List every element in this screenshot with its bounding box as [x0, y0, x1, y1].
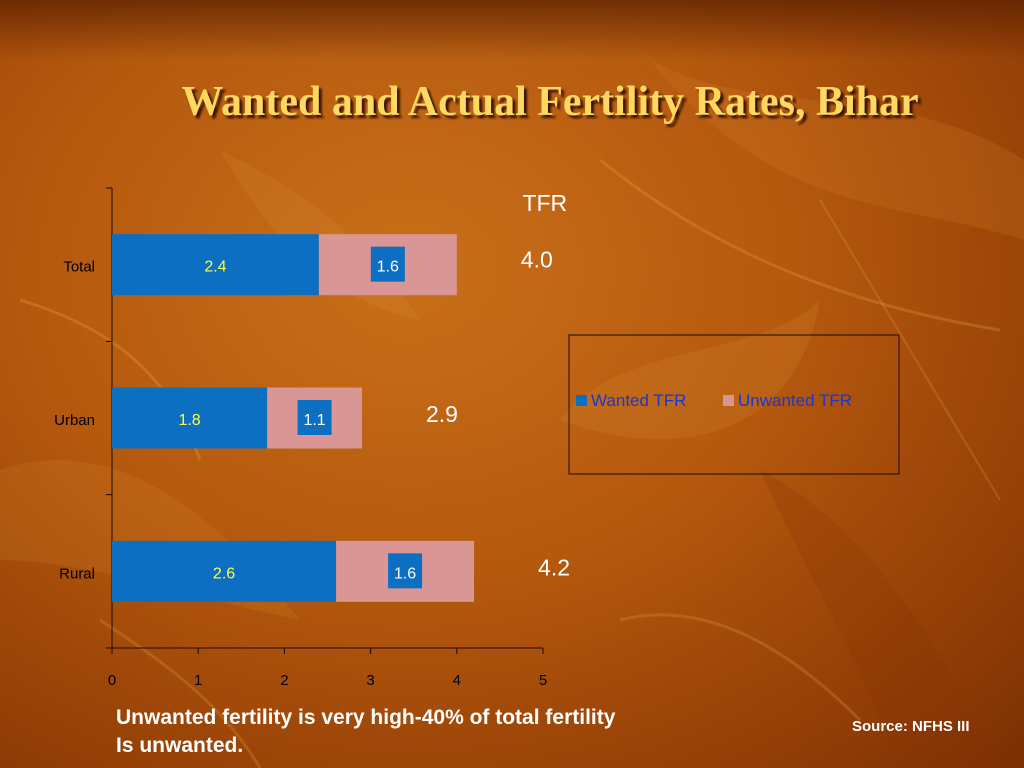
- category-label-rural: Rural: [59, 565, 95, 582]
- legend-swatch-unwanted-tfr: [723, 395, 734, 406]
- footnote: Unwanted fertility is very high-40% of t…: [116, 704, 756, 760]
- legend-swatch-wanted-tfr: [576, 395, 587, 406]
- x-tick-label: 4: [453, 672, 461, 689]
- legend-label-unwanted-tfr: Unwanted TFR: [738, 391, 852, 410]
- bar-wanted-tfr-total: [112, 234, 319, 296]
- bar-wanted-tfr-urban: [112, 387, 268, 449]
- source-note: Source: NFHS III: [852, 718, 970, 735]
- data-label-wanted-tfr-rural: 2.6: [213, 565, 235, 582]
- total-annotation-total: 4.0: [521, 247, 553, 273]
- legend-label-wanted-tfr: Wanted TFR: [591, 391, 686, 410]
- category-label-total: Total: [63, 259, 95, 276]
- slide-title: Wanted and Actual Fertility Rates, Bihar: [181, 79, 919, 125]
- data-label-unwanted-tfr-total: 1.6: [377, 259, 399, 276]
- data-label-box: [297, 400, 332, 435]
- category-label-urban: Urban: [54, 412, 95, 429]
- totals-header: TFR: [522, 190, 567, 216]
- data-label-wanted-tfr-total: 2.4: [204, 259, 226, 276]
- data-label-box: [370, 246, 405, 282]
- data-label-box: [388, 553, 423, 589]
- x-tick-label: 3: [366, 672, 374, 689]
- legend-box: [568, 334, 900, 475]
- footnote-line-1: Unwanted fertility is very high-40% of t…: [116, 706, 616, 729]
- footnote-line-2: Is unwanted.: [116, 734, 244, 757]
- data-label-unwanted-tfr-rural: 1.6: [394, 565, 416, 582]
- x-tick-label: 1: [194, 672, 202, 689]
- data-label-wanted-tfr-urban: 1.8: [178, 412, 200, 429]
- total-annotation-rural: 4.2: [538, 554, 570, 580]
- x-tick-label: 2: [280, 672, 288, 689]
- x-tick-label: 5: [539, 672, 547, 689]
- total-annotation-urban: 2.9: [426, 401, 458, 427]
- bar-wanted-tfr-rural: [112, 540, 337, 602]
- data-label-unwanted-tfr-urban: 1.1: [303, 412, 325, 429]
- x-tick-label: 0: [108, 672, 116, 689]
